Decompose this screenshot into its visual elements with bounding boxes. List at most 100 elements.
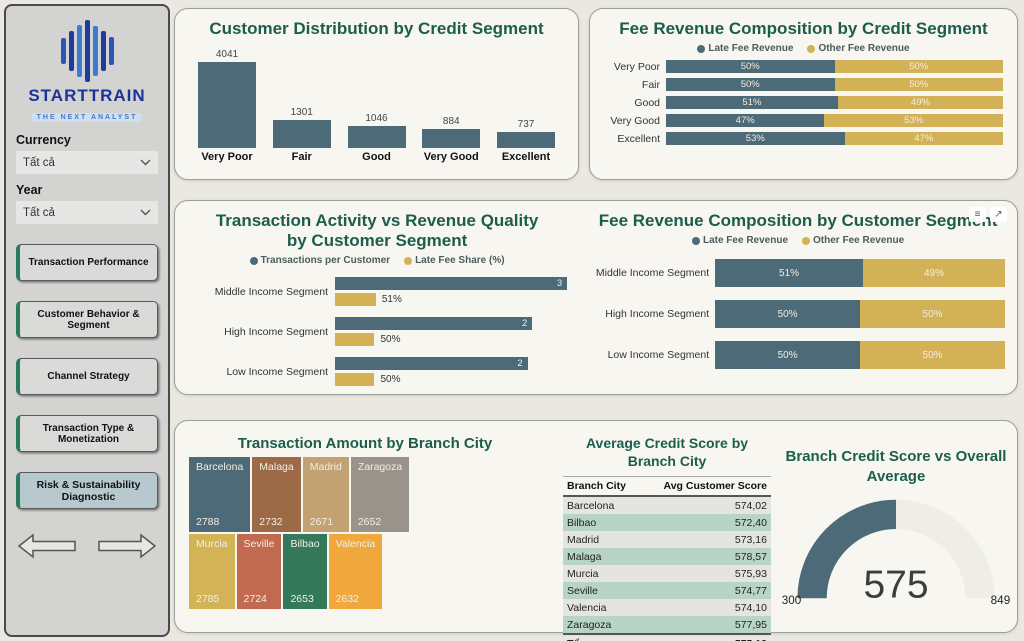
late-fee-share-bar[interactable] <box>335 293 376 306</box>
other-fee-segment[interactable]: 50% <box>860 300 1005 328</box>
late-fee-share-bar[interactable] <box>335 373 375 386</box>
treemap-cell-valencia[interactable]: Valencia 2632 <box>328 534 383 609</box>
treemap-cell-malaga[interactable]: Malaga 2732 <box>252 457 301 532</box>
gauge-title: Branch Credit Score vs Overall Average <box>785 448 1007 485</box>
cell-value: 2785 <box>196 593 220 605</box>
transactions-bar[interactable]: 2 <box>335 357 528 370</box>
cell-value: 2732 <box>259 516 283 528</box>
table-row[interactable]: Seville 574,77 <box>563 582 771 599</box>
late-fee-share-bar[interactable] <box>335 333 375 346</box>
other-fee-segment[interactable]: 47% <box>844 132 1003 145</box>
category-label: Very Poor <box>613 60 660 73</box>
currency-label: Currency <box>16 133 71 147</box>
other-fee-segment[interactable]: 50% <box>834 60 1003 73</box>
category-label: High Income Segment <box>605 308 710 320</box>
table-row[interactable]: Murcia 575,93 <box>563 565 771 582</box>
sidebar-item-transaction-type-monetization[interactable]: Transaction Type & Monetization <box>16 415 158 452</box>
grouped-bar-plot: Middle Income Segment 3 51% High Income … <box>187 277 568 386</box>
late-fee-segment[interactable]: 50% <box>666 60 835 73</box>
late-fee-segment[interactable]: 51% <box>715 259 863 287</box>
other-fee-segment[interactable]: 53% <box>824 114 1003 127</box>
category-label: Low Income Segment <box>607 349 710 361</box>
stacked-bar-row: Low Income Segment 50% 50% <box>591 341 1005 369</box>
year-value: Tất cả <box>23 206 55 219</box>
cell-label: Barcelona <box>196 461 244 473</box>
bar-group-row: Low Income Segment 2 50% <box>187 357 567 386</box>
fee-revenue-credit-segment-chart: Fee Revenue Composition by Credit Segmen… <box>589 8 1018 180</box>
cell-label: Madrid <box>309 461 342 473</box>
category-label: Very Poor <box>201 151 253 163</box>
column-header: Branch City <box>567 480 626 492</box>
treemap-visual: Transaction Amount by Branch City Barcel… <box>189 429 541 624</box>
stacked-bar-row: Excellent 53% 47% <box>604 132 1003 145</box>
bar-value-label: 884 <box>442 116 460 127</box>
treemap-cell-zaragoza[interactable]: Zaragoza 2652 <box>350 457 410 532</box>
treemap-cell-bilbao[interactable]: Bilbao 2653 <box>283 534 327 609</box>
bar-very-poor[interactable] <box>198 62 256 148</box>
sidebar: STARTTRAIN THE NEXT ANALYST Currency Tất… <box>4 4 170 637</box>
stacked-bar-row: Fair 50% 50% <box>604 78 1003 91</box>
treemap-cell-madrid[interactable]: Madrid 2671 <box>302 457 349 532</box>
bar-group: 737 Excellent <box>496 45 556 163</box>
cell-label: Malaga <box>259 461 294 473</box>
bar-group-row: Middle Income Segment 3 51% <box>187 277 568 306</box>
sidebar-item-customer-behavior-segment[interactable]: Customer Behavior & Segment <box>16 301 158 338</box>
chart-title: Fee Revenue Composition by Customer Segm… <box>598 211 998 230</box>
other-fee-segment[interactable]: 50% <box>860 341 1005 369</box>
late-fee-segment[interactable]: 51% <box>666 96 838 109</box>
category-label: Good <box>634 96 660 109</box>
cell-value: 2724 <box>243 593 267 605</box>
treemap-cell-barcelona[interactable]: Barcelona 2788 <box>189 457 251 532</box>
table-row[interactable]: Valencia 574,10 <box>563 599 771 616</box>
table-row[interactable]: Bilbao 572,40 <box>563 514 771 531</box>
column-header: Avg Customer Score <box>663 480 767 492</box>
customer-distribution-chart: Customer Distribution by Credit Segment … <box>174 8 579 180</box>
filter-icon[interactable]: ≡ <box>969 207 986 222</box>
bar-very-good[interactable] <box>422 129 481 148</box>
previous-page-arrow-icon[interactable] <box>18 533 76 559</box>
late-fee-segment[interactable]: 47% <box>666 114 825 127</box>
next-page-arrow-icon[interactable] <box>98 533 156 559</box>
transactions-bar[interactable]: 3 <box>335 277 568 290</box>
year-dropdown[interactable]: Tất cả <box>16 201 158 224</box>
cell-label: Valencia <box>335 538 376 550</box>
late-fee-segment[interactable]: 50% <box>666 78 835 91</box>
table-row[interactable]: Zaragoza 577,95 <box>563 616 771 633</box>
late-fee-segment[interactable]: 50% <box>715 341 861 369</box>
legend: Late Fee Revenue Other Fee Revenue <box>591 235 1005 246</box>
bar-excellent[interactable] <box>497 132 555 148</box>
table-row[interactable]: Malaga 578,57 <box>563 548 771 565</box>
stacked-bar-row: Middle Income Segment 51% 49% <box>591 259 1005 287</box>
bar-value-label: 1301 <box>290 107 313 118</box>
other-fee-segment[interactable]: 49% <box>837 96 1003 109</box>
cell-label: Murcia <box>196 538 228 550</box>
cell-value: 2632 <box>335 593 360 605</box>
other-fee-segment[interactable]: 50% <box>834 78 1003 91</box>
bar-good[interactable] <box>347 126 406 148</box>
brand-tagline: THE NEXT ANALYST <box>31 113 143 122</box>
treemap-cell-seville[interactable]: Seville 2724 <box>236 534 282 609</box>
sidebar-item-channel-strategy[interactable]: Channel Strategy <box>16 358 158 395</box>
bar-value-label: 51% <box>381 294 402 305</box>
focus-mode-icon[interactable]: ↗ <box>990 207 1007 222</box>
late-fee-segment[interactable]: 53% <box>666 132 845 145</box>
table-header: Branch City Avg Customer Score <box>563 477 771 497</box>
category-label: Good <box>362 151 391 163</box>
bar-value-label: 737 <box>517 119 535 130</box>
treemap-cell-murcia[interactable]: Murcia 2785 <box>189 534 235 609</box>
table-row[interactable]: Barcelona 574,02 <box>563 497 771 514</box>
bar-fair[interactable] <box>272 120 331 148</box>
cell-label: Bilbao <box>290 538 320 550</box>
transactions-bar[interactable]: 2 <box>335 317 533 330</box>
currency-dropdown[interactable]: Tất cả <box>16 151 158 174</box>
bar-group: 1046 Good <box>347 45 407 163</box>
other-fee-segment[interactable]: 49% <box>862 259 1005 287</box>
sidebar-item-risk-sustainability-diagnostic[interactable]: Risk & Sustainability Diagnostic <box>16 472 158 509</box>
sidebar-item-transaction-performance[interactable]: Transaction Performance <box>16 244 158 281</box>
stacked-bar-row: Good 51% 49% <box>604 96 1003 109</box>
late-fee-segment[interactable]: 50% <box>715 300 861 328</box>
transaction-activity-chart: Transaction Activity vs Revenue Quality … <box>175 201 579 394</box>
table-row[interactable]: Madrid 573,16 <box>563 531 771 548</box>
table: Branch City Avg Customer Score Barcelona… <box>563 476 771 641</box>
treemap-plot: Barcelona 2788 Malaga 2732 Madrid 2671 Z… <box>189 457 541 609</box>
